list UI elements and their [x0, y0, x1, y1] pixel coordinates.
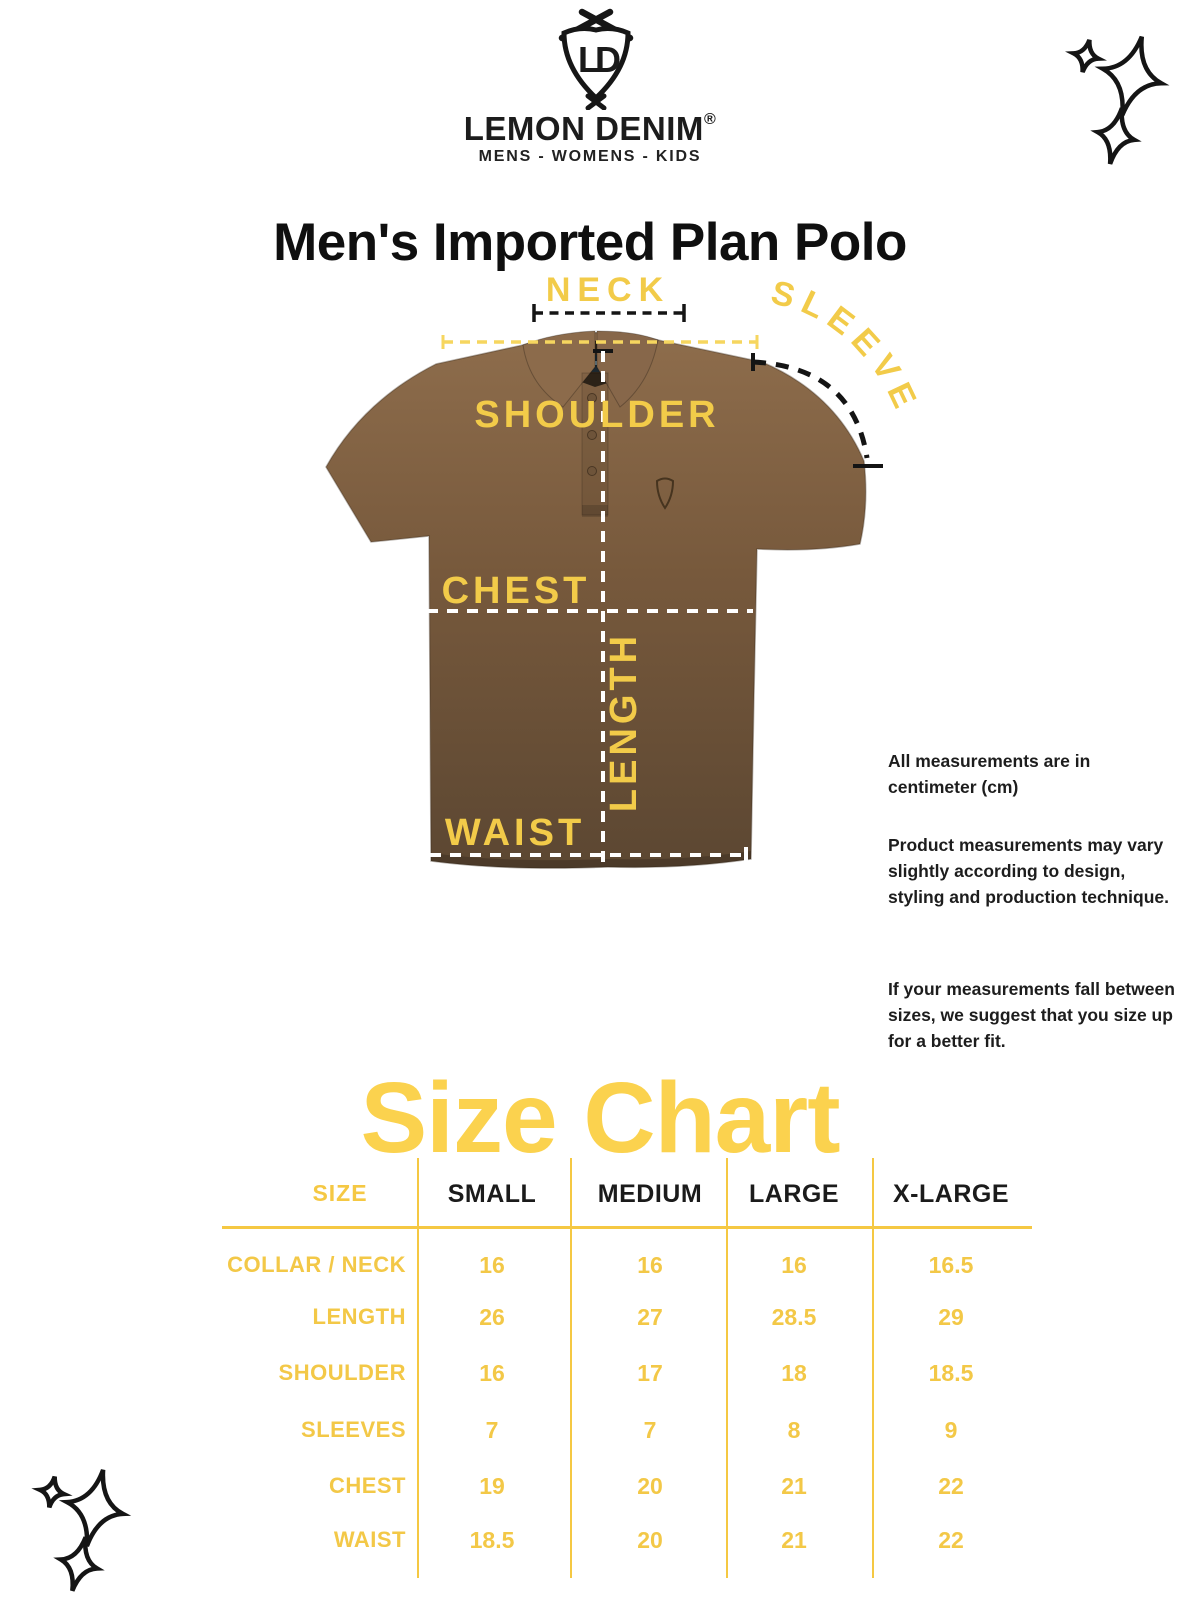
cell-value: 20: [637, 1527, 663, 1553]
button: [587, 393, 597, 403]
cell-value: 19: [479, 1473, 505, 1499]
cell-value: 16: [781, 1252, 807, 1278]
shoulder-label-text: SHOULDER: [474, 394, 719, 436]
waist-label-text: WAIST: [445, 812, 585, 854]
cell-value: 29: [938, 1304, 964, 1330]
brand-name: LEMON DENIM®: [420, 110, 760, 148]
cell-value: 21: [781, 1473, 807, 1499]
cell-value: 18: [781, 1360, 807, 1386]
table-divider: [872, 1158, 874, 1578]
cell-value: 22: [938, 1473, 964, 1499]
sparkles-top-right: [1042, 18, 1172, 168]
table-divider: [570, 1158, 572, 1578]
brand-tagline: MENS - WOMENS - KIDS: [478, 148, 702, 165]
chest-emblem: [655, 477, 675, 510]
page-title: Men's Imported Plan Polo: [273, 213, 907, 272]
cell-value: 7: [485, 1417, 499, 1443]
button: [587, 466, 597, 476]
column-header-medium: MEDIUM: [597, 1180, 703, 1208]
cell-value: 16.5: [928, 1252, 974, 1278]
neck-label-text: NECK: [546, 271, 670, 309]
sparkle-icon: [59, 1464, 131, 1552]
column-header-small: SMALL: [447, 1180, 537, 1208]
row-label: WAIST: [333, 1527, 406, 1552]
cell-value: 26: [479, 1304, 505, 1330]
collar-left-flap: [522, 330, 596, 408]
note-variation: Product measurements may vary slightly a…: [888, 835, 1169, 907]
button: [587, 430, 597, 440]
sparkle-icon: [54, 1533, 103, 1596]
cell-value: 22: [938, 1527, 964, 1553]
polo-measurement-diagram: NECK SHOULDER CHEST WAIST LENGTH SLEEVE: [325, 271, 919, 872]
cell-value: 16: [637, 1252, 663, 1278]
sparkles-bottom-left: [22, 1432, 152, 1597]
cell-value: 16: [479, 1252, 505, 1278]
logo-monogram: LD: [578, 39, 620, 80]
registered-mark: ®: [703, 111, 717, 128]
cell-value: 21: [781, 1527, 807, 1553]
row-label: CHEST: [328, 1473, 406, 1498]
column-header-size: SIZE: [312, 1180, 368, 1206]
cell-value: 28.5: [771, 1304, 817, 1330]
cell-value: 18.5: [469, 1527, 515, 1553]
brand-name-text: LEMON DENIM: [463, 110, 704, 147]
hem-shadow: [431, 851, 751, 869]
column-header-large: LARGE: [749, 1180, 839, 1208]
row-label: SHOULDER: [278, 1360, 406, 1385]
cell-value: 9: [944, 1417, 958, 1443]
row-label: LENGTH: [312, 1304, 406, 1329]
note-size-up: If your measurements fall between sizes,…: [888, 979, 1175, 1051]
polo-shirt-body: [325, 331, 867, 869]
sparkle-icon: [1093, 29, 1171, 122]
table-divider: [417, 1158, 419, 1578]
cell-value: 17: [637, 1360, 663, 1386]
logo-shield-outline: [561, 26, 631, 102]
cell-value: 27: [637, 1304, 663, 1330]
row-label: SLEEVES: [301, 1417, 406, 1442]
cell-value: 7: [643, 1417, 657, 1443]
sleeve-measure-curve: [752, 359, 870, 459]
sparkle-icon: [1092, 104, 1140, 167]
sparkle-icon: [1070, 37, 1102, 75]
cell-value: 20: [637, 1473, 663, 1499]
row-label: COLLAR / NECK: [227, 1252, 406, 1277]
cell-value: 18.5: [928, 1360, 974, 1386]
column-header-xlarge: X-LARGE: [893, 1180, 1009, 1208]
brand-logo-shield: LD: [558, 8, 634, 110]
cell-value: 8: [787, 1417, 801, 1443]
table-divider: [726, 1158, 728, 1578]
note-measurements-cm: All measurements are in centimeter (cm): [888, 751, 1091, 797]
chest-label-text: CHEST: [442, 570, 591, 612]
length-label-text: LENGTH: [603, 632, 645, 812]
size-chart-title: Size Chart: [360, 1062, 840, 1174]
cell-value: 16: [479, 1360, 505, 1386]
size-chart-table: SIZE SMALL MEDIUM LARGE X-LARGE COLLAR /…: [220, 1150, 1035, 1590]
sparkle-icon: [37, 1475, 66, 1510]
logo-bottom-cross: [585, 93, 607, 110]
table-header-underline: [222, 1226, 1032, 1229]
